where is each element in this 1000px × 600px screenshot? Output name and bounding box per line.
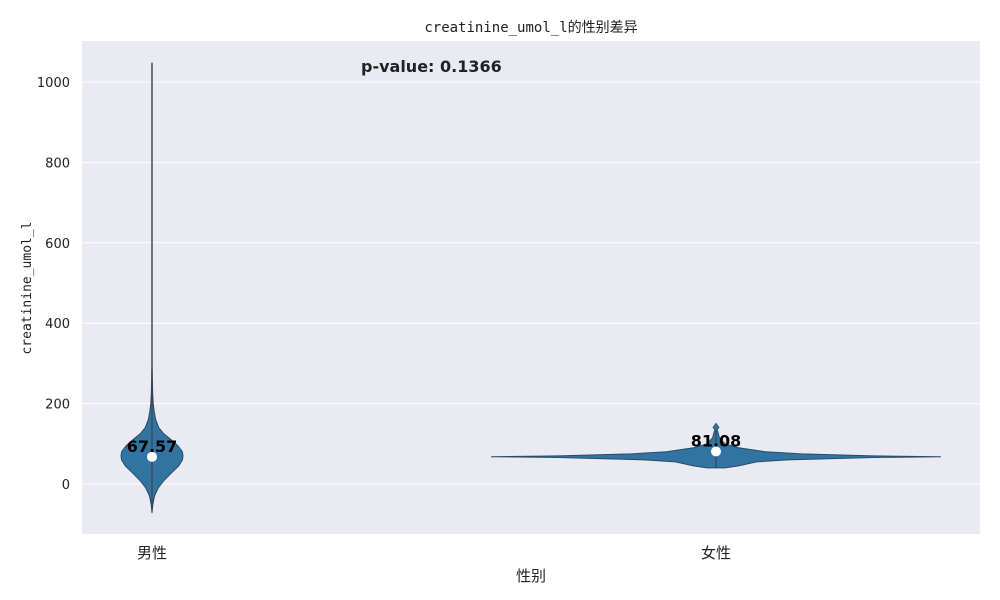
p-value-annotation: p-value: 0.1366	[361, 57, 502, 76]
y-tick-label: 800	[45, 156, 70, 171]
median-marker	[147, 451, 157, 462]
plot-background	[82, 41, 980, 534]
y-axis-label: creatinine_umol_l	[20, 221, 35, 354]
x-category-label: 男性	[137, 544, 167, 562]
x-category-label: 女性	[701, 544, 731, 562]
y-axis-ticks: 0 200 400 600 800 1000	[37, 76, 70, 493]
chart-title: creatinine_umol_l的性别差异	[424, 20, 637, 36]
median-value-label: 81.08	[691, 431, 742, 450]
y-tick-label: 200	[45, 398, 70, 413]
y-tick-label: 600	[45, 237, 70, 252]
y-tick-label: 0	[62, 478, 70, 493]
x-axis-label: 性别	[516, 567, 546, 585]
violins	[120, 62, 942, 513]
median-marker	[711, 446, 721, 457]
grid-lines	[82, 81, 980, 485]
outlier-point	[712, 422, 720, 432]
x-axis-categories: 男性 女性	[137, 544, 731, 562]
y-tick-label: 400	[45, 317, 70, 332]
median-labels: 67.57 81.08	[127, 431, 742, 455]
median-value-label: 67.57	[127, 437, 178, 456]
y-tick-label: 1000	[37, 76, 70, 91]
